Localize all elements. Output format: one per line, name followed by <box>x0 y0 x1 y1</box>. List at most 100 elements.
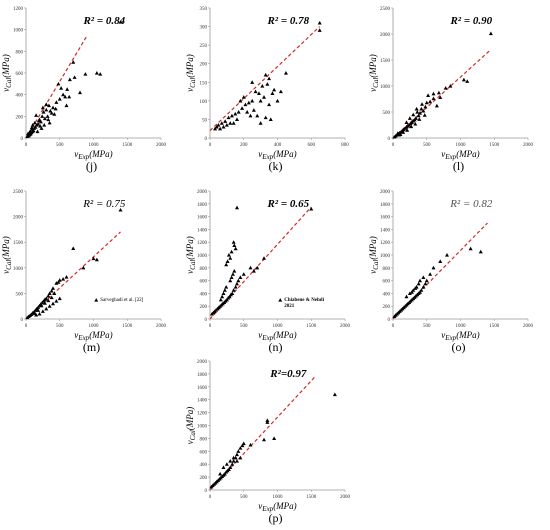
data-point <box>231 455 236 460</box>
y-axis-label: vCal(MPa) <box>185 54 197 92</box>
y-tick-label: 50 <box>202 118 208 123</box>
x-tick-label: 0 <box>209 324 212 329</box>
data-point <box>34 123 39 127</box>
data-point <box>221 291 226 295</box>
data-point <box>46 298 51 303</box>
y-tick-label: 400 <box>200 292 208 297</box>
data-point <box>226 115 231 120</box>
chart-p: 0 200 400 600 800 1000 1200 1400 1600 1800 2000 0 50… <box>185 360 351 513</box>
data-point <box>39 303 44 308</box>
data-point <box>230 462 235 466</box>
data-point <box>52 112 57 116</box>
y-tick-label: 1400 <box>197 399 208 404</box>
x-tick-label: 500 <box>423 143 431 148</box>
data-point <box>61 277 66 281</box>
y-tick-label: 0 <box>21 318 24 323</box>
data-point <box>59 86 64 90</box>
y-tick-label: 1200 <box>197 412 208 417</box>
x-tick-label: 1000 <box>273 495 284 500</box>
data-point <box>40 105 45 110</box>
data-point <box>218 297 223 302</box>
r-squared-label: R² = 0.82 <box>449 198 493 210</box>
data-point <box>221 124 226 129</box>
data-point <box>438 259 443 263</box>
y-tick-label: 200 <box>200 305 208 310</box>
data-point <box>229 249 234 254</box>
data-point <box>436 90 441 95</box>
chart-o: 0 200 400 600 800 1000 1200 1400 1600 1800 2000 0 50… <box>368 190 534 342</box>
y-tick-label: 1000 <box>197 254 208 259</box>
y-tick-label: 2000 <box>380 190 391 195</box>
data-point <box>488 31 493 36</box>
data-point <box>83 72 88 76</box>
y-tick-label: 600 <box>200 450 208 455</box>
y-tick-label: 1800 <box>197 203 208 208</box>
panel-label-p: (p) <box>268 511 283 525</box>
y-axis-label: vCal(MPa) <box>1 54 13 92</box>
data-point <box>428 99 433 104</box>
legend-marker <box>278 298 283 302</box>
data-point <box>28 132 33 136</box>
data-point <box>407 116 412 120</box>
data-point <box>214 124 219 129</box>
data-point <box>431 96 436 101</box>
data-point <box>213 126 218 131</box>
x-axis-label: vExp(MPa) <box>441 149 479 161</box>
data-point <box>309 206 314 211</box>
y-tick-label: 2000 <box>197 190 208 195</box>
data-point <box>392 134 397 139</box>
x-tick-label: 1500 <box>306 495 317 500</box>
data-point <box>225 259 230 263</box>
data-point <box>231 288 236 292</box>
data-point <box>224 123 229 127</box>
y-tick-label: 500 <box>383 111 391 116</box>
y-tick-label: 150 <box>200 81 208 86</box>
y-tick-label: 1000 <box>13 267 24 272</box>
data-point <box>468 246 473 251</box>
data-point <box>421 285 426 289</box>
data-point <box>222 288 227 292</box>
data-point <box>256 91 261 96</box>
data-point <box>243 102 248 107</box>
data-point <box>417 117 422 121</box>
data-point <box>64 275 69 279</box>
data-point <box>443 86 448 90</box>
y-tick-label: 0 <box>205 318 208 323</box>
x-tick-label: 2000 <box>340 324 351 329</box>
data-point <box>46 103 51 108</box>
data-point <box>401 130 406 134</box>
data-point <box>461 77 466 82</box>
data-point <box>118 20 123 24</box>
y-axis-label: vCal(MPa) <box>185 236 197 274</box>
data-point <box>416 113 421 118</box>
data-point <box>228 458 233 463</box>
data-point <box>224 462 229 466</box>
data-point <box>52 291 57 295</box>
y-tick-label: 1200 <box>197 241 208 246</box>
data-point <box>235 452 239 457</box>
data-point <box>448 84 453 88</box>
y-tick-label: 1400 <box>380 228 391 233</box>
data-point <box>51 301 55 306</box>
data-point <box>431 265 436 270</box>
x-tick-label: 1000 <box>456 143 467 148</box>
data-point <box>233 111 238 116</box>
data-point <box>278 89 283 94</box>
data-point <box>32 311 37 315</box>
data-point <box>36 308 41 312</box>
legend-label: Chiabene & Nehdi 2021 <box>284 298 324 309</box>
data-point <box>332 392 337 397</box>
y-tick-label: 800 <box>200 267 208 272</box>
data-point <box>25 315 30 320</box>
data-point <box>49 111 54 115</box>
panel-label-l: (l) <box>452 159 465 173</box>
data-point <box>71 60 76 64</box>
y-tick-label: 400 <box>200 463 208 468</box>
chart-l: 0 500 1000 1500 2000 2500 0 500 1000 1500 2000 vExp… <box>368 7 534 161</box>
y-axis-label: vCal(MPa) <box>185 407 197 445</box>
data-point <box>240 106 245 110</box>
y-tick-label: 1800 <box>197 373 208 378</box>
y-tick-label: 400 <box>16 94 24 99</box>
data-point <box>415 110 420 114</box>
data-point <box>267 102 272 107</box>
